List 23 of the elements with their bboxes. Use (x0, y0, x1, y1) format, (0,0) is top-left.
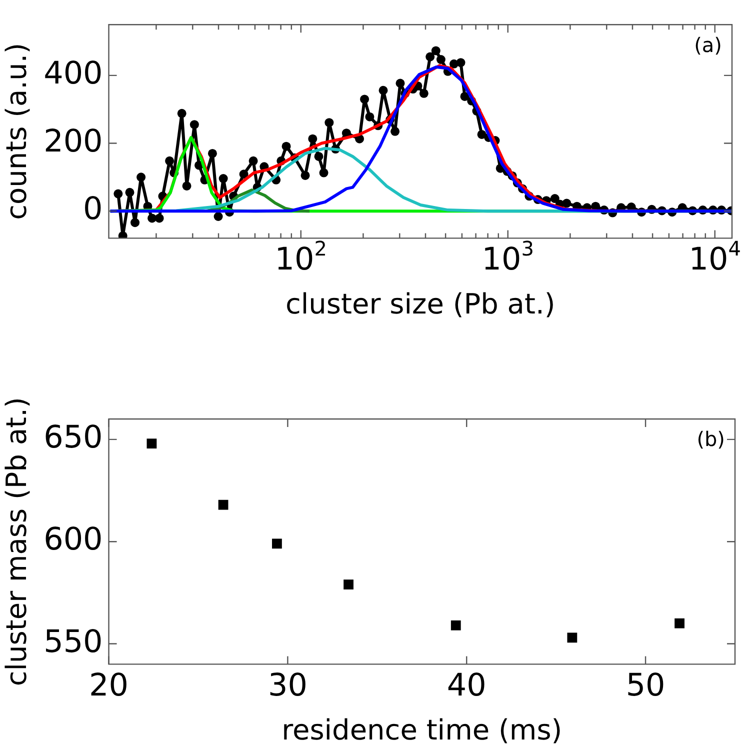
point (567, 632, 578, 643)
y-tick-label: 0 (83, 191, 103, 228)
y-tick-label: 200 (44, 123, 103, 160)
x-axis-title: cluster size (Pb at.) (286, 287, 556, 320)
y-axis-title: cluster mass (Pb at.) (0, 397, 34, 686)
annotation: (b) (696, 427, 725, 452)
y-tick-label: 600 (44, 522, 103, 558)
y-tick-label: 400 (44, 56, 103, 92)
y-axis-title: counts (a.u.) (0, 42, 34, 220)
y-tick-label: 650 (44, 419, 103, 456)
point (674, 618, 684, 628)
point (344, 580, 354, 590)
point (146, 438, 157, 448)
annotation: (a) (694, 32, 722, 57)
point (218, 500, 228, 510)
point (450, 620, 461, 630)
y-tick-label: 550 (44, 624, 103, 660)
x-axis-title: residence time (ms) (282, 713, 562, 746)
point (272, 538, 282, 549)
x-tick-label: 50 (626, 668, 666, 704)
x-tick-label: 20 (89, 668, 128, 704)
x-tick-label: 30 (268, 668, 308, 704)
x-tick-label: 40 (446, 668, 486, 704)
